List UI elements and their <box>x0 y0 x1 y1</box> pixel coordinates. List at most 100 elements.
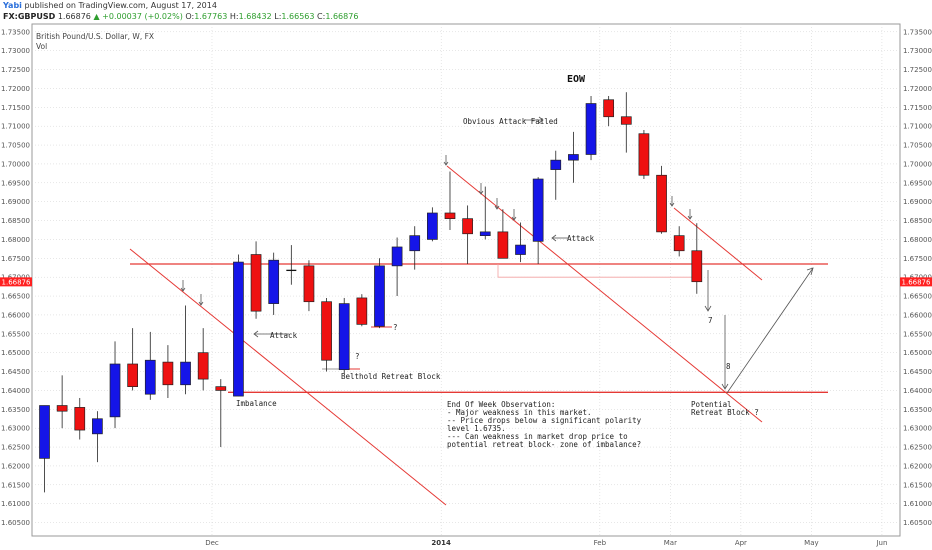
price-tick-label: 1.71000 <box>1 123 30 131</box>
price-tick-label: 1.73500 <box>1 28 30 36</box>
date-tick-label: Jun <box>875 539 887 547</box>
seven-label: 7 <box>708 316 713 325</box>
price-tick-label: 1.64000 <box>903 387 932 395</box>
price-tick-label: 1.67500 <box>903 255 932 263</box>
eow-observation-note: End Of Week Observation: - Major weaknes… <box>447 400 642 449</box>
candle-body <box>180 361 191 386</box>
candle-body <box>568 154 579 161</box>
attack-label-right: Attack <box>567 234 595 243</box>
high-value: 1.68432 <box>238 12 272 21</box>
candle-body <box>268 259 280 304</box>
arrow-head <box>721 383 729 390</box>
candle-body <box>127 363 139 387</box>
price-tick-label: 1.63500 <box>1 406 30 414</box>
trend-line <box>129 248 447 506</box>
candle-body <box>603 99 615 118</box>
down-arrow <box>198 301 204 306</box>
price-tick-label: 1.71000 <box>903 123 932 131</box>
note-line: - Major weakness in this market. <box>447 408 592 417</box>
price-tick-label: 1.61500 <box>1 481 30 489</box>
candle-body <box>550 159 562 170</box>
price-tick-label: 1.64500 <box>1 368 30 376</box>
price-tick-label: 1.62000 <box>1 462 30 470</box>
publish-line: Yabi published on TradingView.com, Augus… <box>3 1 217 11</box>
candle-body <box>479 231 491 236</box>
high-label: H: <box>229 12 239 21</box>
candles[interactable] <box>39 92 703 493</box>
arrow-head <box>806 267 814 276</box>
price-tick-label: 1.71500 <box>903 104 932 112</box>
arrow-head <box>551 234 557 242</box>
chart-title: British Pound/U.S. Dollar, W, FX <box>36 32 154 41</box>
note-line: End Of Week Observation: <box>447 400 555 409</box>
retreat-block-label: Retreat Block ? <box>691 408 759 417</box>
price-tick-label: 1.61500 <box>903 481 932 489</box>
candle-body <box>656 174 667 233</box>
candle-body <box>515 244 526 255</box>
down-arrow <box>687 215 693 220</box>
low-label: L: <box>274 12 282 21</box>
price-tick-label: 1.66000 <box>903 311 932 319</box>
price-tick-label: 1.72000 <box>1 85 30 93</box>
price-tick-label: 1.68500 <box>903 217 932 225</box>
eow-label: EOW <box>567 74 586 85</box>
candle-body <box>673 235 685 252</box>
candle-body <box>409 235 421 252</box>
candle-body <box>215 386 227 391</box>
price-tick-label: 1.65000 <box>1 349 30 357</box>
note-line: --- Can weakness in market drop price to <box>447 432 628 441</box>
time-axis[interactable]: Dec2014FebMarAprMayJunJulAugSepOctN <box>205 539 932 547</box>
chart-header: Yabi published on TradingView.com, Augus… <box>0 0 932 24</box>
author-name[interactable]: Yabi <box>3 1 22 10</box>
current-price-tag: 1.66876 1.66876 <box>0 277 932 287</box>
candle-body <box>427 212 438 240</box>
date-tick-label: 2014 <box>431 539 451 547</box>
down-arrow <box>669 202 675 207</box>
price-tick-label: 1.72000 <box>903 85 932 93</box>
question-mark-2: ? <box>393 323 398 332</box>
price-tick-label: 1.64000 <box>1 387 30 395</box>
price-tick-label: 1.69500 <box>1 179 30 187</box>
price-tick-label: 1.62500 <box>1 444 30 452</box>
arrow-head <box>253 330 259 338</box>
candle-body <box>321 301 332 361</box>
price-tick-label: 1.70500 <box>903 142 932 150</box>
price-tick-label: 1.63000 <box>1 425 30 433</box>
candle-body <box>391 246 403 267</box>
candle-body <box>356 297 368 325</box>
candle-body <box>56 405 68 412</box>
down-arrow <box>180 287 186 292</box>
price-tick-label: 1.66500 <box>903 293 932 301</box>
arrow-head <box>538 116 544 124</box>
close-label: C: <box>317 12 326 21</box>
price-tick-label: 1.62000 <box>903 462 932 470</box>
date-tick-label: Mar <box>664 539 677 547</box>
candle-body <box>197 352 209 380</box>
price-tick-label: 1.70500 <box>1 142 30 150</box>
price-tick-label: 1.73500 <box>903 28 932 36</box>
price-tick-label: 1.70000 <box>1 160 30 168</box>
price-tick-label: 1.68000 <box>1 236 30 244</box>
price-tick-label: 1.71500 <box>1 104 30 112</box>
price-tick-label: 1.68500 <box>1 217 30 225</box>
candle-body <box>109 363 121 418</box>
candle-body <box>338 303 350 371</box>
projection-line <box>726 267 814 394</box>
imbalance-label: Imbalance <box>236 399 277 408</box>
price-tick-label: 1.73000 <box>1 47 30 55</box>
date-tick-label: Dec <box>205 539 219 547</box>
candle-body <box>74 407 86 431</box>
price-tick-label: 1.69500 <box>903 179 932 187</box>
price-tick-label: 1.60500 <box>1 519 30 527</box>
grid-lines <box>32 24 900 536</box>
candle-body <box>444 212 456 220</box>
belthold-label: Belthold Retreat Block <box>341 372 441 381</box>
price-tick-label: 1.67500 <box>1 255 30 263</box>
symbol: FX:GBPUSD <box>3 12 56 21</box>
price-tick-label: 1.70000 <box>903 160 932 168</box>
candle-body <box>144 359 156 395</box>
note-line: potential retreat block- zone of imbalan… <box>447 440 641 449</box>
candle-body <box>585 103 597 155</box>
attack-label-left: Attack <box>270 331 298 340</box>
